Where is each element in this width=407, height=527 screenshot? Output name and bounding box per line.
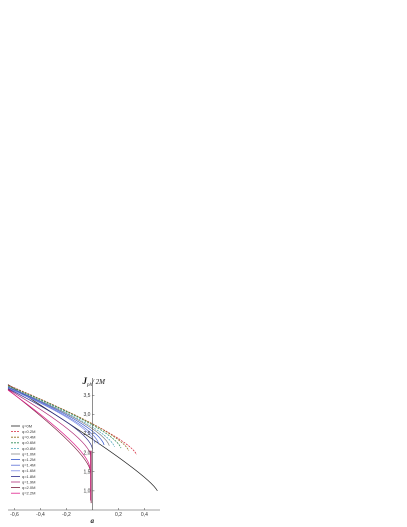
legend-entry: q=1.6M (22, 468, 35, 473)
y-axis-ticks: 1,0 1,5 2,0 2,5 3,0 3,5 (83, 393, 95, 495)
legend-entry: q=1.2M (22, 457, 35, 462)
legend-entry: q=1.0M (22, 451, 35, 456)
legend-entry: q=0.6M (22, 440, 35, 445)
series-line (7, 384, 158, 492)
x-tick-label: -0,2 (62, 512, 71, 518)
x-tick-label: -0,6 (10, 512, 19, 518)
series-line (7, 389, 91, 468)
legend-entry: q=0.4M (22, 435, 35, 440)
legend-entry: q=1.8M (22, 474, 35, 479)
series-line (7, 388, 92, 457)
series-curves (7, 384, 158, 504)
y-axis-title: Jph/ 2M (81, 376, 106, 388)
x-tick-label: -0,4 (36, 512, 45, 518)
series-line (7, 386, 115, 448)
legend: q=0Mq=0.2Mq=0.4Mq=0.6Mq=0.8Mq=1.0Mq=1.2M… (11, 423, 35, 496)
y-tick-label: 3,5 (83, 393, 90, 399)
series-line (7, 387, 96, 444)
x-axis-title: a (90, 517, 94, 525)
series-line (7, 386, 110, 446)
x-tick-label: 0,2 (115, 512, 122, 518)
legend-entry: q=0M (22, 423, 32, 428)
legend-entry: q=2.2M (22, 491, 35, 496)
y-axis-title-sub: ph (86, 383, 93, 388)
y-tick-label: 3,0 (83, 412, 90, 418)
x-tick-label: 0,4 (141, 512, 148, 518)
legend-entry: q=0.2M (22, 429, 35, 434)
y-tick-label: 1,5 (83, 469, 90, 475)
legend-entry: q=0.8M (22, 446, 35, 451)
y-axis-title-main: J (81, 376, 87, 386)
series-line (7, 385, 122, 449)
series-line (7, 388, 93, 449)
series-line (7, 385, 130, 451)
legend-entry: q=1.4M (22, 463, 35, 468)
series-line (7, 387, 100, 445)
legend-entry: q=2.0M (22, 485, 35, 490)
x-axis-ticks: -0,6 -0,4 -0,2 0,2 0,4 (10, 508, 148, 518)
series-line (7, 387, 105, 446)
y-axis-title-rest: / 2M (91, 378, 106, 386)
y-tick-label: 2,5 (83, 431, 90, 437)
y-tick-label: 2,0 (83, 450, 90, 456)
legend-entry: q=1.9M (22, 479, 35, 484)
y-tick-label: 1,0 (83, 489, 90, 495)
